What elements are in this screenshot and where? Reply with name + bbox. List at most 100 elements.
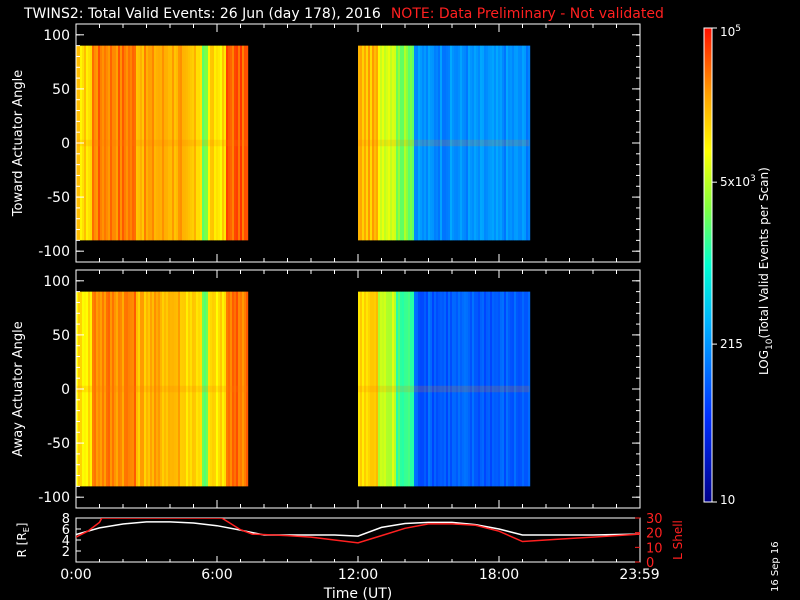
heatmap-column [380,45,383,241]
heatmap-column [236,291,239,487]
heatmap-column [520,45,523,241]
heatmap-column [498,291,501,487]
heatmap-column [522,291,525,487]
heatmap-column [372,45,375,241]
heatmap-column [158,45,161,241]
heatmap-column [208,45,211,241]
heatmap-column [98,45,101,241]
heatmap-column [430,291,433,487]
heatmap-column [496,291,499,487]
heatmap-column [170,45,173,241]
heatmap-column [212,45,215,241]
heatmap-column [134,45,137,241]
heatmap-column [166,291,169,487]
y-tick-label: 100 [43,28,70,44]
heatmap-column [172,291,175,487]
y2-tick-label: 10 [646,541,663,556]
heatmap-column [524,291,527,487]
heatmap-column [394,45,397,241]
heatmap-column [420,45,423,241]
heatmap-column [510,45,513,241]
heatmap-column [84,291,87,487]
heatmap-column [412,291,415,487]
heatmap-column [180,291,183,487]
orbit-y-label: R [RE] [15,523,31,558]
heatmap-column [194,291,197,487]
page-title: TWINS2: Total Valid Events: 26 Jun (day … [24,6,664,22]
y-tick-label: 0 [61,136,70,152]
heatmap-column [128,291,131,487]
heatmap-column [234,45,237,241]
heatmap-column [460,45,463,241]
heatmap-column [494,45,497,241]
colorbar: 10 215 5x103 105 LOG10(Total Valid Events pe… [703,24,775,507]
heatmap-column [360,45,363,241]
heatmap-column [438,45,441,241]
heatmap-column [112,45,115,241]
heatmap-column [196,291,199,487]
heatmap-column [512,291,515,487]
heatmap-column [204,291,207,487]
heatmap-column [238,291,241,487]
heatmap-column [454,291,457,487]
y-tick-label: -100 [38,244,70,260]
heatmap-column [102,45,105,241]
heatmap-column [500,291,503,487]
y-tick-label: -50 [47,190,70,206]
heatmap-column [466,291,469,487]
heatmap-column [104,45,107,241]
equator-band [358,139,530,147]
heatmap-column [164,45,167,241]
heatmap-column [140,45,143,241]
heatmap-column [120,45,123,241]
heatmap-column [124,291,127,487]
heatmap-column [156,45,159,241]
heatmap-column [236,45,239,241]
heatmap-column [396,45,399,241]
heatmap-column [116,45,119,241]
heatmap-column [522,45,525,241]
y-tick-label: 2 [62,545,70,560]
heatmap-column [482,291,485,487]
heatmap-column [484,45,487,241]
heatmap-column [434,291,437,487]
heatmap-column [410,45,413,241]
heatmap-column [446,45,449,241]
heatmap-column [184,291,187,487]
y-tick-label: 100 [43,274,70,290]
heatmap-column [234,291,237,487]
heatmap-column [444,291,447,487]
heatmap-column [458,45,461,241]
heatmap-column [374,45,377,241]
heatmap-column [362,45,365,241]
heatmap-column [502,291,505,487]
heatmap-column [366,45,369,241]
heatmap-column [364,291,367,487]
heatmap-column [388,45,391,241]
heatmap-column [502,45,505,241]
heatmap-column [382,45,385,241]
colorbar-tick-label: 10 [720,493,735,507]
data-segment [358,45,531,241]
equator-band [76,385,248,393]
y-tick-label: -100 [38,490,70,506]
heatmap-column [486,291,489,487]
heatmap-column [468,291,471,487]
heatmap-column [98,291,101,487]
date-stamp: 16 Sep 16 [770,541,781,592]
heatmap-column [454,45,457,241]
heatmap-column [518,45,521,241]
heatmap-column [382,291,385,487]
heatmap-column [484,291,487,487]
heatmap-column [514,291,517,487]
y-tick-label: 4 [62,534,70,549]
heatmap-column [160,45,163,241]
heatmap-column [154,45,157,241]
heatmap-column [500,45,503,241]
heatmap-column [222,291,225,487]
heatmap-column [438,291,441,487]
heatmap-column [190,45,193,241]
